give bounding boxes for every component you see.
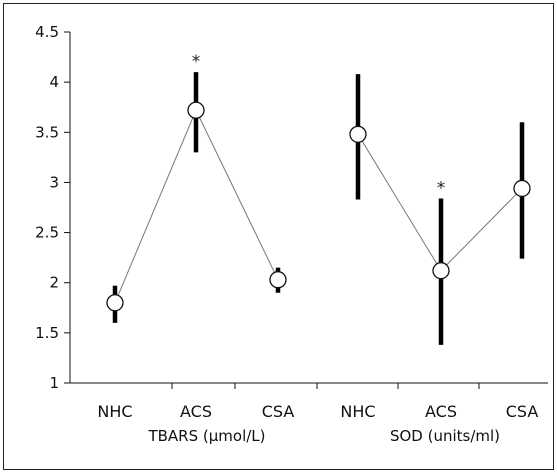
significance-marker: * xyxy=(192,52,201,72)
significance-marker: * xyxy=(437,178,446,198)
data-point xyxy=(187,101,205,119)
x-category-label: ACS xyxy=(425,402,457,421)
y-tick-label: 2.5 xyxy=(35,224,59,242)
x-group-label: TBARS (µmol/L) xyxy=(147,427,265,445)
y-tick-label: 4.5 xyxy=(35,23,59,41)
data-point xyxy=(513,179,531,198)
y-tick-label: 1.5 xyxy=(35,324,59,342)
x-category-label: ACS xyxy=(180,402,212,421)
y-tick-label: 1 xyxy=(49,374,59,392)
x-category-label: NHC xyxy=(340,402,375,421)
data-point xyxy=(432,262,450,280)
x-group-label: SOD (units/ml) xyxy=(390,427,500,445)
data-point xyxy=(269,271,287,289)
y-tick-label: 3.5 xyxy=(35,123,59,141)
y-tick-label: 4 xyxy=(49,73,59,91)
x-category-label: CSA xyxy=(506,402,539,421)
x-category-label: NHC xyxy=(97,402,132,421)
data-point xyxy=(349,125,367,143)
y-tick-label: 2 xyxy=(49,274,59,292)
data-point xyxy=(106,294,124,312)
chart-frame xyxy=(3,3,554,470)
y-tick-label: 3 xyxy=(49,173,59,191)
x-category-label: CSA xyxy=(262,402,295,421)
